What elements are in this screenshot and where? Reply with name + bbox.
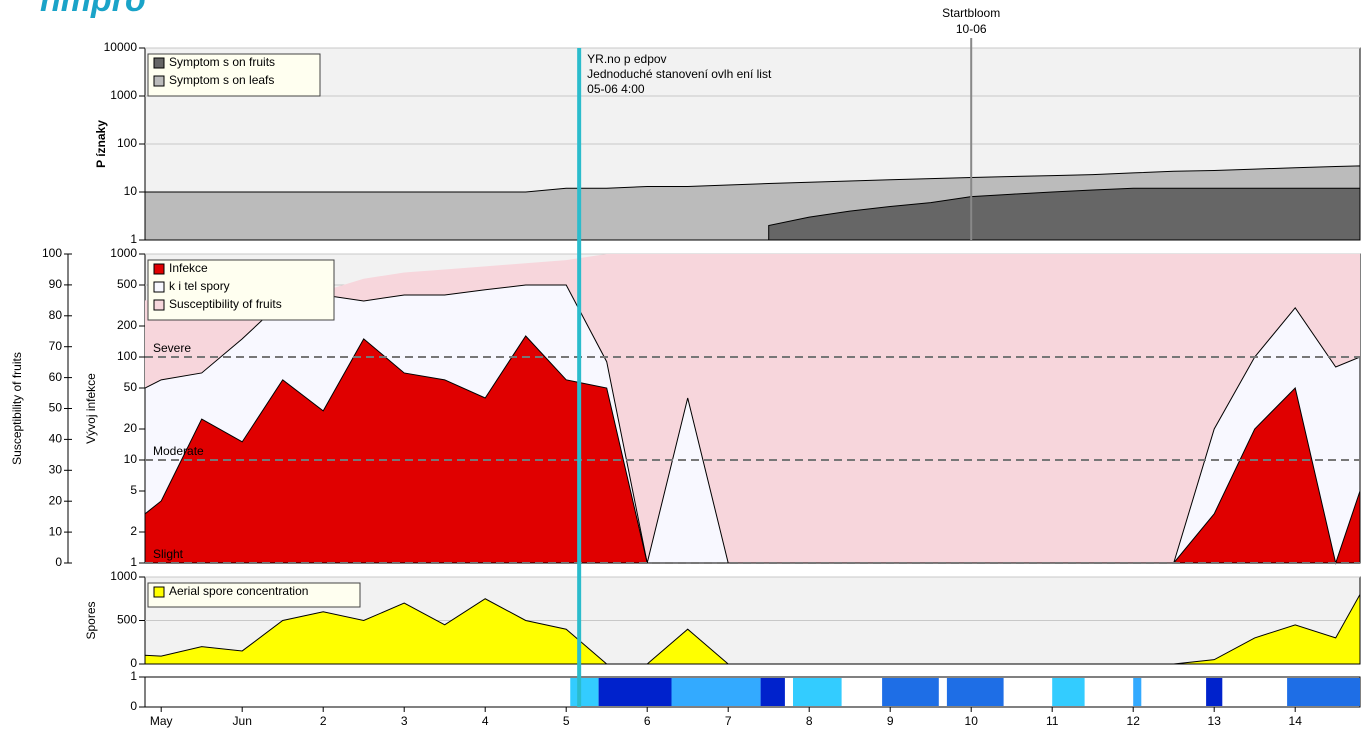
- y2-tick-label: 80: [49, 308, 63, 322]
- threshold-label: Moderate: [153, 444, 204, 458]
- wetness-band: [946, 678, 1004, 706]
- y-tick-label: 0: [130, 699, 137, 713]
- y-tick-label: 2: [130, 524, 137, 538]
- y-axis-label: Spores: [84, 601, 98, 639]
- x-tick-label: 10: [965, 714, 979, 728]
- y2-tick-label: 90: [49, 277, 63, 291]
- y-tick-label: 100: [117, 349, 137, 363]
- x-tick-label: Jun: [233, 714, 252, 728]
- wetness-band: [1133, 678, 1142, 706]
- y-tick-label: 500: [117, 277, 137, 291]
- y-tick-label: 500: [117, 613, 137, 627]
- y-tick-label: 50: [124, 380, 138, 394]
- y2-tick-label: 60: [49, 370, 63, 384]
- legend-swatch: [153, 299, 165, 311]
- legend-swatch: [153, 263, 165, 275]
- annotation-text: Startbloom: [942, 6, 1000, 20]
- y-tick-label: 1000: [110, 246, 137, 260]
- wetness-band: [760, 678, 785, 706]
- annotation-text: Jednoduché stanovení ovlh ení list: [587, 67, 772, 81]
- y2-tick-label: 0: [55, 555, 62, 569]
- y-tick-label: 1: [130, 555, 137, 569]
- legend-swatch: [153, 281, 165, 293]
- wetness-band: [1287, 678, 1360, 706]
- area: [144, 335, 1361, 565]
- logo: nmpro: [40, 0, 146, 19]
- x-tick-label: 9: [887, 714, 894, 728]
- threshold-label: Severe: [153, 341, 191, 355]
- x-tick-label: 4: [482, 714, 489, 728]
- wetness-band: [671, 678, 761, 706]
- wetness-band: [793, 678, 842, 706]
- annotation-text: YR.no p edpov: [587, 52, 666, 66]
- legend-label: Symptom s on fruits: [169, 55, 275, 69]
- area: [144, 592, 1361, 665]
- y2-tick-label: 50: [49, 401, 63, 415]
- legend-box: [147, 259, 335, 321]
- y-axis-label: Vývoj infekce: [84, 373, 98, 444]
- x-tick-label: 11: [1046, 714, 1059, 728]
- annotation-text: 10-06: [956, 22, 987, 36]
- y2-tick-label: 70: [49, 339, 63, 353]
- y-tick-label: 1: [130, 669, 137, 683]
- y2-tick-label: 30: [49, 462, 63, 476]
- y-tick-label: 0: [130, 656, 137, 670]
- x-tick-label: 3: [401, 714, 408, 728]
- legend-swatch: [153, 75, 165, 87]
- y2-tick-label: 100: [42, 246, 62, 260]
- legend-swatch: [153, 586, 165, 598]
- area: [768, 187, 1361, 241]
- x-tick-label: 5: [563, 714, 570, 728]
- legend-swatch: [153, 57, 165, 69]
- x-tick-label: 8: [806, 714, 813, 728]
- y2-tick-label: 10: [49, 524, 63, 538]
- y-tick-label: 5: [130, 483, 137, 497]
- legend-label: Symptom s on leafs: [169, 73, 274, 87]
- y2-axis-label: Susceptibility of fruits: [10, 352, 24, 465]
- x-tick-label: 13: [1208, 714, 1222, 728]
- x-tick-label: 7: [725, 714, 732, 728]
- y-tick-label: 100: [117, 136, 137, 150]
- y-tick-label: 1000: [110, 569, 137, 583]
- y-tick-label: 10000: [104, 40, 138, 54]
- y-tick-label: 1000: [110, 88, 137, 102]
- x-tick-label: 6: [644, 714, 651, 728]
- legend-box: [147, 582, 361, 608]
- legend-label: Aerial spore concentration: [169, 584, 308, 598]
- x-tick-label: 2: [320, 714, 327, 728]
- annotation-text: 05-06 4:00: [587, 82, 645, 96]
- legend-label: k i tel spory: [169, 279, 230, 293]
- y-tick-label: 10: [124, 184, 138, 198]
- y-tick-label: 200: [117, 318, 137, 332]
- x-tick-label: May: [150, 714, 173, 728]
- y-axis-label: P íznaky: [94, 120, 108, 168]
- y-tick-label: 1: [130, 232, 137, 246]
- y-tick-label: 10: [124, 452, 138, 466]
- x-tick-label: 12: [1127, 714, 1141, 728]
- threshold-label: Slight: [153, 547, 184, 561]
- wetness-band: [598, 678, 672, 706]
- wetness-band: [1206, 678, 1223, 706]
- wetness-band: [882, 678, 939, 706]
- y2-tick-label: 40: [49, 432, 63, 446]
- legend-label: Susceptibility of fruits: [169, 297, 282, 311]
- legend-box: [147, 53, 321, 97]
- legend-label: Infekce: [169, 261, 208, 275]
- wetness-band: [1052, 678, 1085, 706]
- y-tick-label: 20: [124, 421, 138, 435]
- y2-tick-label: 20: [49, 493, 63, 507]
- wetness-band: [570, 678, 599, 706]
- x-tick-label: 14: [1289, 714, 1303, 728]
